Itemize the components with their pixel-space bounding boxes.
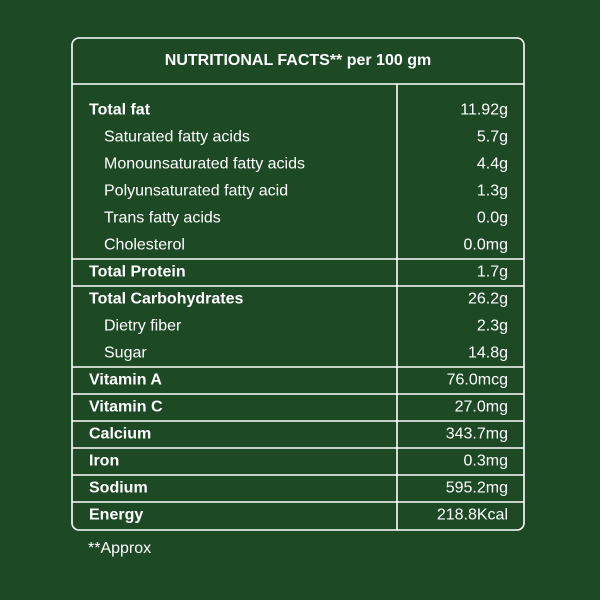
group-label: Sodium	[89, 480, 148, 497]
item-label: Sugar	[104, 345, 147, 362]
group-value: 595.2mg	[446, 480, 508, 497]
item-label: Trans fatty acids	[104, 210, 221, 227]
item-value: 4.4g	[477, 156, 508, 173]
item-label: Dietry fiber	[104, 318, 182, 335]
item-label: Polyunsaturated fatty acid	[104, 183, 288, 200]
group-label: Total Protein	[89, 264, 186, 281]
group-value: 27.0mg	[455, 399, 508, 416]
group-label: Vitamin A	[89, 372, 162, 389]
item-value: 2.3g	[477, 318, 508, 335]
group-label: Total fat	[89, 102, 151, 119]
group-value: 26.2g	[468, 291, 508, 308]
group-value: 76.0mcg	[447, 372, 508, 389]
group-value: 218.8Kcal	[437, 507, 508, 524]
group-label: Iron	[89, 453, 119, 470]
group-label: Total Carbohydrates	[89, 291, 244, 308]
group-value: 1.7g	[477, 264, 508, 281]
item-label: Cholesterol	[104, 237, 185, 254]
group-label: Vitamin C	[89, 399, 163, 416]
table-title: NUTRITIONAL FACTS** per 100 gm	[165, 52, 431, 69]
group-value: 11.92g	[460, 102, 508, 119]
item-value: 14.8g	[468, 345, 508, 362]
group-value: 343.7mg	[446, 426, 508, 443]
item-label: Saturated fatty acids	[104, 129, 250, 146]
footnote: **Approx	[88, 540, 151, 557]
group-value: 0.3mg	[464, 453, 508, 470]
item-value: 0.0mg	[464, 237, 508, 254]
item-label: Monounsaturated fatty acids	[104, 156, 305, 173]
item-value: 0.0g	[477, 210, 508, 227]
group-label: Energy	[89, 507, 143, 524]
item-value: 5.7g	[477, 129, 508, 146]
group-label: Calcium	[89, 426, 151, 443]
item-value: 1.3g	[477, 183, 508, 200]
table-border	[71, 37, 525, 531]
